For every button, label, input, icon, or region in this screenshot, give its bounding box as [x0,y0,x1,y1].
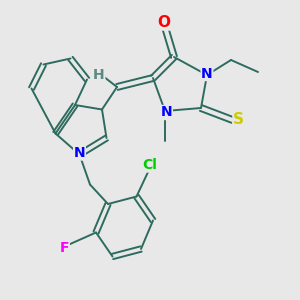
Text: N: N [74,146,85,160]
Text: S: S [233,112,244,128]
Text: N: N [201,67,213,80]
Text: N: N [161,106,172,119]
Text: O: O [157,15,170,30]
Text: Cl: Cl [142,158,158,172]
Text: F: F [60,241,69,254]
Text: H: H [93,68,105,82]
